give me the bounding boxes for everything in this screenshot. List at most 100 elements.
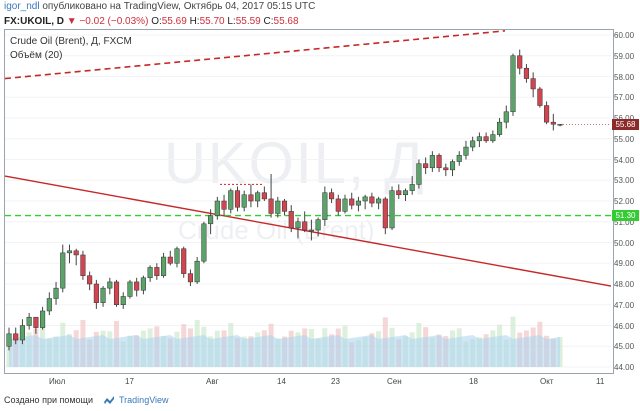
price-axis-tick: 52.00 [614,197,635,206]
candle-body [248,194,254,202]
price-axis-tick: 47.00 [614,300,635,310]
candle-body [120,296,126,306]
price-axis-tick: 59.00 [614,51,635,61]
candle-body [40,310,46,328]
watermark-symbol: UKOIL, Д [164,131,426,196]
candle-body [416,163,422,185]
candle-body [369,196,375,204]
candle-body [396,190,402,196]
candle-body [470,140,476,148]
time-axis-tick: 18 [469,377,478,386]
candle-body [13,333,19,341]
open-value: 55.69 [161,16,187,27]
candle-body [147,267,153,279]
volume-indicator-label: Объём (20) [10,50,63,61]
candle-body [288,211,294,229]
change-value: ▼ −0.02 (−0.03%) [66,16,149,27]
candle-body [302,221,308,231]
candle-body [362,196,368,202]
time-axis-tick: Июл [49,377,66,386]
publish-header: igor_ndl опубликовано на TradingView, Ок… [0,0,640,17]
candle-body [503,111,509,123]
candle-body [429,155,435,169]
candle-body [154,267,160,276]
price-axis-tick: 57.00 [614,93,635,103]
low-value: 55.59 [235,16,261,27]
publish-info: опубликовано на TradingView, Октябрь 04,… [42,1,316,12]
candle-body [449,161,456,171]
candle-body [255,192,261,202]
price-axis-tick: 45.00 [614,342,635,352]
candle-body [201,223,207,262]
price-axis-tick: 48.00 [614,280,635,289]
channel-trendline-dashed [4,30,506,80]
candle-body [402,190,409,196]
candle-body [349,198,355,206]
candle-body [476,136,482,142]
candle-body [167,256,173,264]
candle-body [490,134,496,142]
candle-body [409,184,415,191]
time-axis-tick: 11 [596,377,605,386]
price-axis-tick: 51.00 [614,217,635,227]
price-axis-tick: 54.00 [614,155,635,165]
candle-body [537,88,543,106]
candle-body [100,287,106,303]
candle-body [181,248,187,274]
candle-body [73,250,79,256]
candle-body [530,78,536,90]
low-label: L: [227,16,236,27]
series-title: Crude Oil (Brent), Д, FXCM [10,36,132,47]
candle-body [87,275,93,285]
last-price-tag: 55.68 [612,119,639,131]
time-axis-tick: 23 [331,377,340,386]
candle-body [315,219,321,231]
price-axis-tick: 46.00 [614,321,635,331]
candle-body [523,67,529,79]
candle-body [6,333,12,347]
price-axis-tick: 49.00 [614,259,635,269]
candle-body [456,155,462,162]
candle-body [60,252,66,289]
candle-body [134,281,140,291]
candle-body [281,200,288,212]
candle-body [308,229,314,232]
candle-body [234,190,241,208]
candle-body [295,221,301,229]
price-axis-tick: 60.00 [614,31,635,40]
footer: Создано при помощи TradingView [4,394,169,406]
candle-body [26,316,32,326]
price-axis-tick: 53.00 [614,176,635,186]
tradingview-logo-icon [103,396,114,405]
candle-body [187,273,193,283]
price-axis-tick: 44.00 [614,363,635,372]
candle-body [228,190,234,210]
hline-price-tag: 51.30 [612,210,639,222]
candle-body [221,200,227,210]
candle-body [268,198,274,214]
candle-body [174,248,180,264]
chart-legend: Crude Oil (Brent), Д, FXCM Объём (20) [10,35,132,63]
volume-ma-area [9,335,561,367]
candle-body [33,316,39,328]
candle-body [483,136,489,142]
time-axis-tick: Авг [206,377,219,386]
candle-body [436,155,442,169]
open-label: O: [151,16,162,27]
close-label: C: [263,16,274,27]
candle-body [107,281,113,289]
candle-body [161,256,167,276]
descending-trendline [4,175,612,287]
candle-body [423,163,429,169]
tradingview-brand-link[interactable]: TradingView [119,395,169,405]
ohlc-bar: FX:UKOIL, D ▼ −0.02 (−0.03%) O:55.69 H:5… [0,15,640,30]
author-name[interactable]: igor_ndl [4,1,40,12]
time-axis-tick: Окт [540,377,554,386]
close-value: 55.68 [273,16,299,27]
candle-body [127,281,133,297]
candle-body [382,198,388,229]
candle-body [550,121,556,125]
candle-body [66,250,73,254]
candle-body [261,192,267,200]
